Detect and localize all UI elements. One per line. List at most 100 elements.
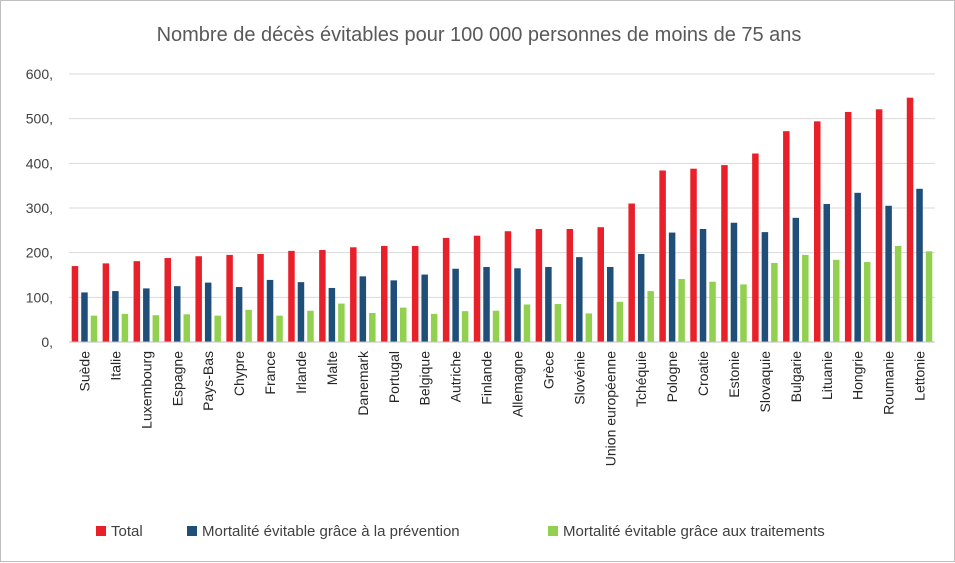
bar xyxy=(783,131,790,342)
bar xyxy=(266,279,274,342)
bar xyxy=(174,286,181,342)
y-tick-label: 200, xyxy=(26,245,53,261)
x-tick-label: Suède xyxy=(76,351,92,392)
bar xyxy=(585,313,593,342)
bar xyxy=(400,307,407,342)
bar xyxy=(195,256,202,342)
bar xyxy=(112,291,119,342)
y-tick-label: 0, xyxy=(41,334,53,350)
bar xyxy=(381,245,388,342)
bar xyxy=(319,249,326,342)
x-tick-label: Tchéquie xyxy=(633,351,649,407)
bar-group xyxy=(566,228,593,342)
bar xyxy=(761,232,769,342)
bar xyxy=(740,284,747,342)
bar-group xyxy=(350,247,376,342)
bar xyxy=(214,315,221,342)
bar-group xyxy=(628,203,654,342)
bar xyxy=(699,228,707,342)
bar-group xyxy=(597,227,623,342)
bar xyxy=(461,311,469,342)
x-tick-label: Slovaquie xyxy=(757,351,773,413)
bar-group xyxy=(195,256,221,342)
legend-swatch xyxy=(96,526,106,536)
y-tick-label: 100, xyxy=(26,289,53,305)
x-tick-label: Lettonie xyxy=(912,351,928,401)
bar-group xyxy=(906,97,933,342)
legend-item: Mortalité évitable grâce aux traitements xyxy=(548,523,825,540)
x-tick-label: Bulgarie xyxy=(788,351,804,403)
y-tick-label: 600, xyxy=(26,66,53,82)
y-tick-label: 500, xyxy=(26,111,53,127)
bar xyxy=(328,287,336,342)
legend-item: Mortalité évitable grâce à la prévention xyxy=(187,523,460,540)
bar xyxy=(576,257,583,342)
bar xyxy=(721,165,728,342)
bar xyxy=(771,262,778,342)
bar xyxy=(637,254,645,342)
bar xyxy=(226,254,233,342)
bar xyxy=(338,303,345,342)
chart-title: Nombre de décès évitables pour 100 000 p… xyxy=(157,24,802,46)
bar xyxy=(288,250,295,342)
x-tick-label: Belgique xyxy=(417,351,433,406)
x-tick-label: Roumanie xyxy=(881,351,897,415)
bar xyxy=(121,313,129,342)
bar xyxy=(628,203,635,342)
bar xyxy=(452,268,459,342)
bar xyxy=(307,310,314,342)
bar xyxy=(235,287,243,342)
bar-group xyxy=(257,254,283,342)
x-tick-label: Slovénie xyxy=(571,351,587,405)
bar xyxy=(523,304,531,342)
bar xyxy=(616,301,623,342)
bar xyxy=(350,247,357,342)
x-tick-label: Pologne xyxy=(664,351,680,403)
bar xyxy=(492,310,500,342)
bar-group xyxy=(535,228,562,342)
bar-group xyxy=(164,258,190,342)
bar xyxy=(473,235,481,342)
bar xyxy=(554,304,562,342)
bar-group xyxy=(721,165,747,342)
bar xyxy=(71,266,79,342)
bar xyxy=(597,227,604,342)
legend-swatch xyxy=(548,526,558,536)
bar xyxy=(143,288,150,342)
bar xyxy=(647,291,654,342)
bar xyxy=(566,228,574,342)
bar-group xyxy=(319,249,345,342)
y-tick-label: 400, xyxy=(26,155,53,171)
bar-group xyxy=(133,261,160,342)
bar xyxy=(369,312,376,342)
bar xyxy=(906,97,914,342)
bar xyxy=(164,258,171,342)
bar xyxy=(504,231,512,342)
bar xyxy=(659,170,666,342)
bar xyxy=(421,274,428,342)
bar xyxy=(894,245,902,342)
bar-group xyxy=(411,245,438,342)
bar xyxy=(204,282,212,342)
x-tick-label: Hongrie xyxy=(850,351,866,400)
bar xyxy=(245,309,252,342)
bar xyxy=(297,282,305,342)
bar-group xyxy=(659,170,685,342)
bar-group xyxy=(504,231,531,342)
bar xyxy=(276,315,283,342)
x-tick-label: Espagne xyxy=(169,351,185,406)
x-tick-label: Lituanie xyxy=(819,351,835,400)
bar xyxy=(833,259,840,342)
bar-group xyxy=(226,254,252,342)
x-tick-label: Danemark xyxy=(355,350,371,416)
x-tick-label: Allemagne xyxy=(509,351,525,417)
x-tick-label: Portugal xyxy=(386,351,402,403)
bar xyxy=(823,203,830,342)
bar-group xyxy=(875,109,902,342)
bar xyxy=(844,111,852,342)
bar-group xyxy=(288,250,314,342)
bar xyxy=(875,109,883,342)
x-tick-label: Luxembourg xyxy=(138,351,154,429)
bar-group xyxy=(71,266,98,342)
